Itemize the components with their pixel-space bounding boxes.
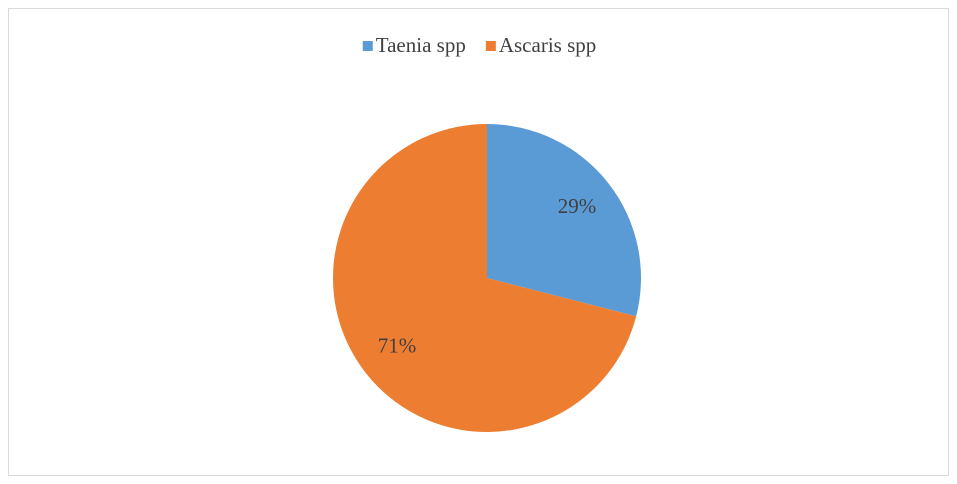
legend-label: Taenia spp <box>376 33 466 57</box>
legend-label: Ascaris spp <box>499 33 596 57</box>
pie-slice <box>333 124 637 432</box>
data-label: 71% <box>378 334 417 358</box>
pie-slice <box>487 124 641 317</box>
data-label: 29% <box>558 194 597 218</box>
legend-swatch <box>485 41 496 51</box>
legend-swatch <box>362 41 373 51</box>
